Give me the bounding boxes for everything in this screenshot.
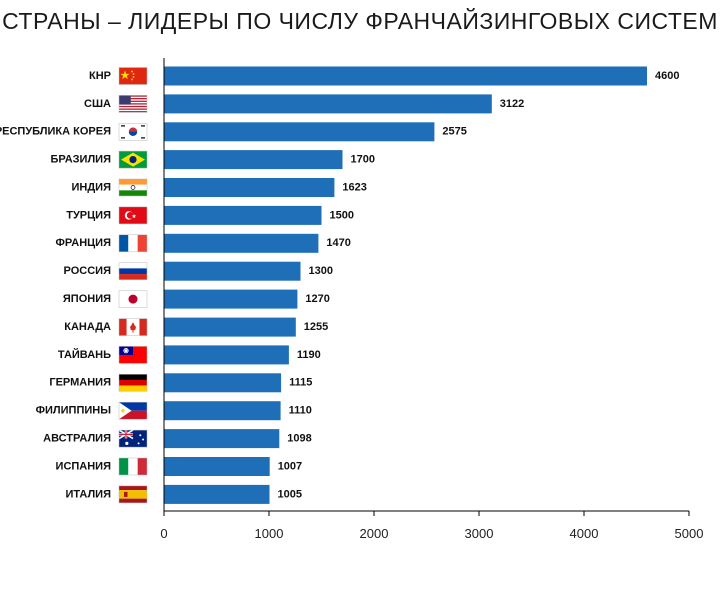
data-label: 1110 <box>289 405 312 417</box>
category-label: ФИЛИППИНЫ <box>36 405 112 417</box>
bar <box>164 122 435 142</box>
canada-flag-icon <box>118 318 148 336</box>
south-korea-flag-icon <box>118 123 148 141</box>
france-flag-icon <box>118 234 148 253</box>
category-label: ИСПАНИЯ <box>56 460 112 472</box>
x-tick-label: 3000 <box>465 526 494 541</box>
turkey-flag-icon <box>118 206 148 225</box>
data-label: 3122 <box>500 98 524 110</box>
bars-layer: 4600 КНР 3122 США 2575 РЕСПУБЛИКА КОРЕЯ 1700 БР… <box>0 66 679 504</box>
x-tick-label: 0 <box>160 526 167 541</box>
category-label: ИТАЛИЯ <box>65 488 111 500</box>
usa-flag-icon <box>118 95 148 113</box>
bar <box>164 289 298 309</box>
data-label: 1190 <box>297 349 321 361</box>
china-flag-icon <box>118 67 148 85</box>
category-label: АВСТРАЛИЯ <box>43 433 111 445</box>
bar <box>164 484 270 504</box>
x-tick-label: 2000 <box>360 526 389 541</box>
bar <box>164 373 282 393</box>
data-label: 1470 <box>326 237 350 249</box>
category-label: ТАЙВАНЬ <box>58 348 111 361</box>
data-label: 1005 <box>278 488 302 500</box>
bar <box>164 429 280 449</box>
data-label: 2575 <box>442 126 466 138</box>
germany-flag-icon <box>118 374 148 392</box>
data-label: 1255 <box>304 321 328 333</box>
bar <box>164 401 281 421</box>
bar <box>164 205 322 225</box>
data-label: 1623 <box>342 181 366 193</box>
chart-title: СТРАНЫ – ЛИДЕРЫ ПО ЧИСЛУ ФРАНЧАЙЗИНГОВЫХ… <box>2 8 718 34</box>
philippines-flag-icon <box>118 401 148 420</box>
bar <box>164 345 289 365</box>
data-label: 1098 <box>287 433 311 445</box>
australia-flag-icon <box>118 429 148 448</box>
data-label: 1115 <box>289 377 312 389</box>
data-label: 4600 <box>655 70 679 82</box>
data-label: 1270 <box>305 293 329 305</box>
brazil-flag-icon <box>118 150 148 169</box>
bar <box>164 66 647 86</box>
category-label: США <box>84 98 111 110</box>
data-label: 1500 <box>330 209 354 221</box>
data-label: 1300 <box>309 265 333 277</box>
category-label: ФРАНЦИЯ <box>56 237 112 249</box>
bar <box>164 317 296 337</box>
category-label: ТУРЦИЯ <box>66 209 111 221</box>
x-axis: 0 1000 2000 3000 4000 5000 <box>160 58 703 541</box>
category-label: КНР <box>89 70 111 82</box>
data-label: 1007 <box>278 460 302 472</box>
category-label: БРАЗИЛИЯ <box>50 154 111 166</box>
india-flag-icon <box>118 178 148 197</box>
bar <box>164 150 343 170</box>
bar <box>164 457 270 476</box>
x-tick-label: 5000 <box>675 526 704 541</box>
category-label: РОССИЯ <box>64 265 112 277</box>
spain-flag-icon <box>118 485 148 504</box>
bar <box>164 261 301 281</box>
x-tick-label: 1000 <box>255 526 284 541</box>
bar <box>164 94 492 114</box>
flags-layer <box>118 67 148 504</box>
bar <box>164 178 335 197</box>
category-label: ИНДИЯ <box>72 181 112 193</box>
russia-flag-icon <box>118 262 148 280</box>
category-label: РЕСПУБЛИКА КОРЕЯ <box>0 126 111 138</box>
category-label: ЯПОНИЯ <box>63 293 111 305</box>
taiwan-flag-icon <box>118 346 148 364</box>
x-tick-label: 4000 <box>570 526 599 541</box>
category-label: КАНАДА <box>64 321 111 333</box>
italy-flag-icon <box>118 457 148 476</box>
category-label: ГЕРМАНИЯ <box>49 377 111 389</box>
japan-flag-icon <box>118 290 148 308</box>
bar <box>164 233 319 253</box>
data-label: 1700 <box>351 154 375 166</box>
